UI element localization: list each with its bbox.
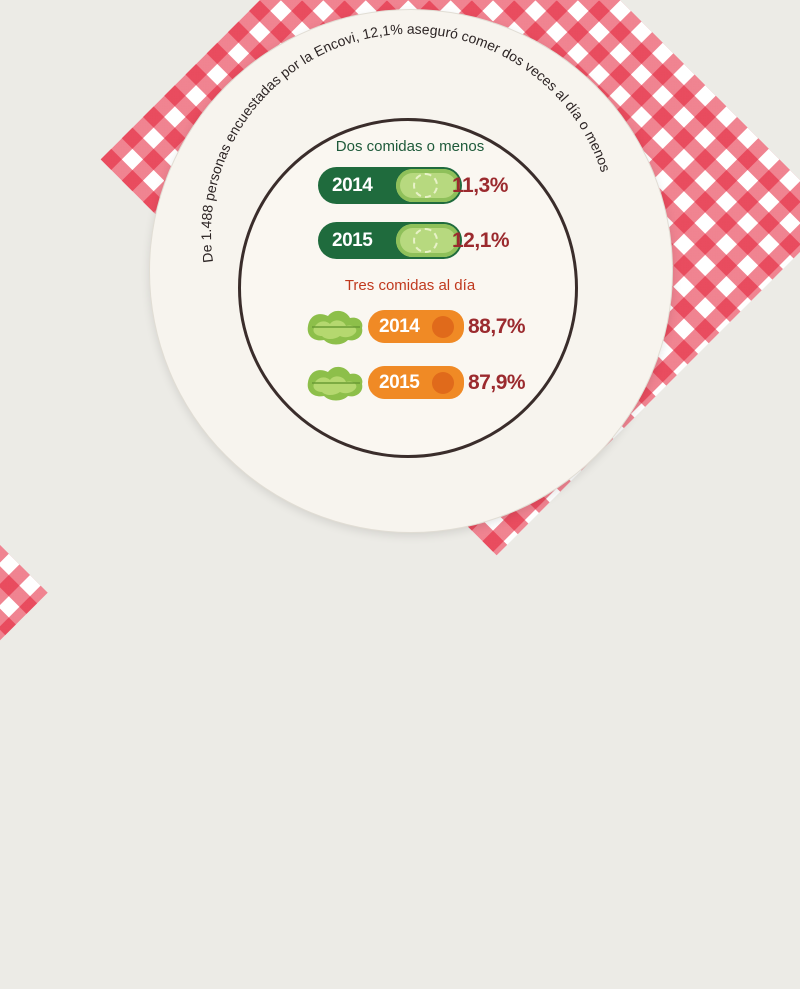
year-label: 2014	[332, 175, 373, 196]
value-three-meals-2014: 88,7%	[468, 315, 526, 338]
carrot-pill-2014: 2014	[368, 310, 464, 343]
lettuce-icon	[307, 310, 363, 345]
value-two-meals-2014: 11,3%	[452, 174, 508, 197]
cucumber-pill-2014: 2014	[318, 167, 462, 204]
cucumber-icon	[396, 169, 460, 202]
year-label: 2014	[379, 316, 420, 337]
carrot-pill-2015: 2015	[368, 366, 464, 399]
curved-caption: De 1.488 personas encuestadas por la Enc…	[198, 21, 614, 264]
cucumber-icon	[396, 224, 460, 257]
cucumber-pill-2015: 2015	[318, 222, 462, 259]
lettuce-icon	[307, 366, 363, 401]
value-two-meals-2015: 12,1%	[452, 229, 510, 252]
carrot-icon	[432, 372, 454, 394]
carrot-icon	[432, 316, 454, 338]
value-three-meals-2015: 87,9%	[468, 371, 526, 394]
group-title-two-meals: Dos comidas o menos	[335, 138, 485, 155]
year-label: 2015	[379, 372, 420, 393]
year-label: 2015	[332, 230, 373, 251]
group-title-three-meals: Tres comidas al día	[344, 277, 476, 294]
